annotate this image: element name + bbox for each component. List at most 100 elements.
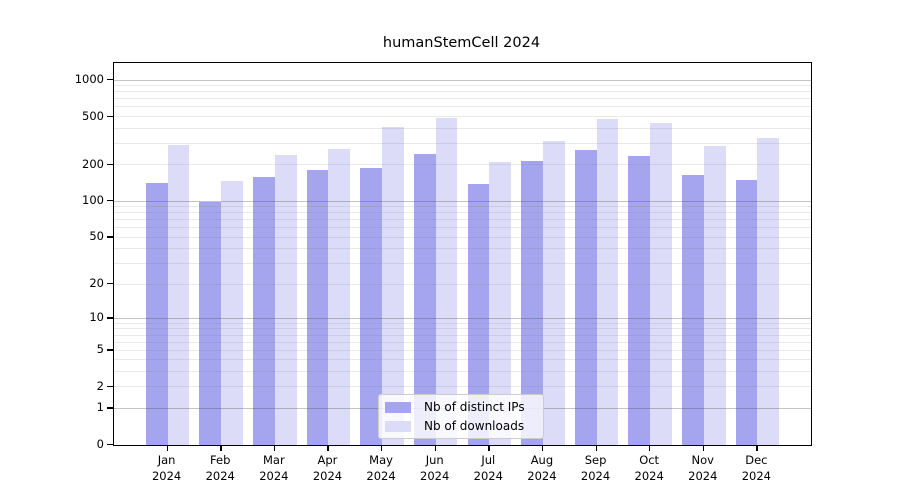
y-tick-label: 5 [96,342,104,357]
gridline-minor [114,386,811,388]
legend-swatch-distinct-ips-icon [385,401,411,413]
y-axis-tick [107,236,113,238]
gridline-minor [114,328,811,330]
bar-nb-of-downloads-jul [489,161,512,445]
x-axis-tick [488,445,490,451]
x-tick-label-year: 2024 [259,469,289,483]
x-axis-tick [649,445,651,451]
bar-nb-of-distinct-ips-nov [681,175,704,445]
gridline-minor [114,127,811,129]
gridline-major [114,79,811,81]
gridline-minor [114,236,811,238]
legend-row-downloads: Nb of downloads [385,419,535,433]
y-axis-tick [107,283,113,285]
x-axis-tick [541,445,544,451]
y-tick-label: 20 [89,276,104,291]
bar-nb-of-downloads-feb [221,180,244,445]
y-tick-label: 200 [82,156,104,171]
x-axis-tick [595,445,597,451]
bar-nb-of-distinct-ips-jan [145,183,168,445]
gridline-minor [114,334,811,336]
gridline-minor [114,371,811,373]
gridline-major [114,200,811,202]
gridline-minor [114,359,811,361]
x-tick-label-month: Mar [262,453,285,467]
bar-nb-of-distinct-ips-sep [574,150,597,445]
x-tick-label: Aug 2024 [507,452,577,484]
x-tick-label-month: Oct [639,453,660,467]
bar-nb-of-downloads-jan [167,145,190,445]
y-axis-tick [107,407,113,409]
gridline-minor [114,98,811,100]
x-tick-label-year: 2024 [312,469,343,483]
x-tick-label: Jan 2024 [132,452,202,484]
x-tick-label: Jul 2024 [453,452,523,484]
gridline-minor [114,283,811,285]
x-axis-tick [434,445,436,451]
x-tick-label: Apr 2024 [292,452,362,484]
gridline-minor [114,116,811,118]
y-tick-label: 2 [96,378,104,393]
bar-nb-of-downloads-dec [757,138,780,445]
x-tick-label-year: 2024 [151,469,182,483]
x-axis-tick [381,445,383,451]
x-tick-label-month: Feb [210,453,231,467]
x-tick-label: Sep 2024 [561,452,631,484]
plot-area: Nb of distinct IPs Nb of downloads [113,62,812,446]
gridline-minor [114,164,811,166]
x-axis-tick [756,445,758,451]
gridline-minor [114,142,811,144]
bar-nb-of-downloads-mar [274,155,297,445]
x-tick-label-month: Jun [425,453,444,467]
y-tick-label: 0 [96,437,104,451]
gridline-major [114,317,811,319]
gridline-minor [114,212,811,214]
x-tick-label-year: 2024 [205,469,235,483]
gridline-minor [114,263,811,265]
y-axis-tick [107,349,113,351]
y-tick-label: 1000 [74,72,104,86]
gridline-minor [114,227,811,229]
y-axis-tick [107,163,113,166]
gridline-minor [114,219,811,221]
x-tick-label-month: May [369,453,393,467]
gridline-minor [114,248,811,250]
x-tick-label: Feb 2024 [185,452,255,484]
x-tick-label: Mar 2024 [239,452,309,484]
x-tick-label-year: 2024 [688,469,718,483]
y-axis-tick [107,317,113,319]
bar-nb-of-distinct-ips-mar [253,177,275,445]
x-tick-label-year: 2024 [527,469,557,483]
bar-nb-of-downloads-may [382,126,404,445]
gridline-minor [114,349,811,351]
x-tick-label-year: 2024 [420,469,450,483]
legend: Nb of distinct IPs Nb of downloads [378,394,544,439]
bar-nb-of-distinct-ips-jun [413,154,436,445]
gridline-minor [114,91,811,93]
x-axis-tick [702,445,705,451]
y-axis-tick [107,200,113,202]
y-axis-tick [107,444,113,446]
bar-nb-of-downloads-sep [596,118,619,445]
x-tick-label: May 2024 [346,452,416,484]
legend-label-distinct-ips: Nb of distinct IPs [424,400,525,414]
bar-nb-of-distinct-ips-apr [306,170,329,445]
gridline-minor [114,341,811,343]
legend-label-downloads: Nb of downloads [424,419,525,433]
x-axis-tick [327,445,329,451]
y-axis-tick [107,115,113,117]
bar-nb-of-distinct-ips-may [360,167,383,445]
x-tick-label-year: 2024 [741,469,772,483]
x-tick-label-year: 2024 [634,469,664,483]
y-tick-label: 50 [89,229,104,244]
x-tick-label-month: Nov [691,453,714,467]
bar-nb-of-downloads-jun [435,118,458,445]
bar-nb-of-downloads-oct [650,123,672,445]
y-axis-tick [107,385,113,388]
x-tick-label-month: Aug [530,453,554,467]
gridline-minor [114,206,811,208]
bar-nb-of-distinct-ips-feb [199,202,222,445]
x-tick-label-month: Apr [317,453,338,467]
x-axis-tick [166,445,168,451]
